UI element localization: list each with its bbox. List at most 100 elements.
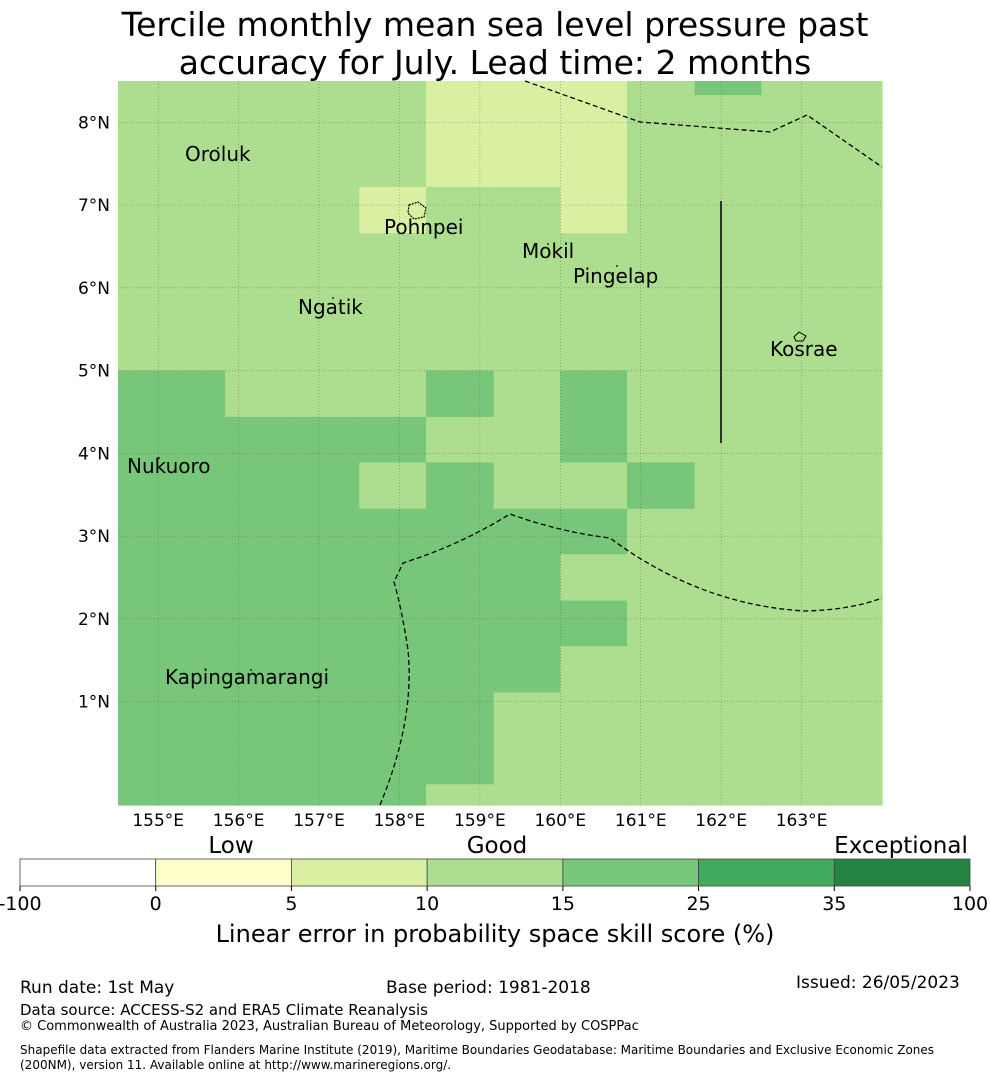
grid-cell (694, 600, 762, 647)
colorbar-segment (155, 858, 292, 887)
grid-cell (560, 95, 628, 147)
grid-cell (224, 278, 294, 326)
issued-date: Issued: 26/05/2023 (796, 973, 960, 993)
title-line-2: accuracy for July. Lead time: 2 months (178, 43, 812, 82)
grid-cell (828, 186, 883, 234)
grid-cell (292, 278, 360, 326)
colorbar-segment (426, 858, 564, 887)
place-label: Ngatik (298, 295, 363, 319)
grid-cell (224, 416, 294, 464)
grid-cell (292, 95, 360, 147)
grid-cell (359, 692, 427, 740)
base-period: Base period: 1981-2018 (386, 978, 591, 998)
grid-cell (627, 692, 696, 740)
lon-tick-label: 159°E (454, 811, 506, 831)
grid-cell (627, 416, 696, 464)
grid-cell (761, 370, 829, 418)
grid-cell (761, 278, 829, 326)
grid-cell (560, 738, 628, 785)
grid-cell (292, 186, 360, 234)
grid-cell (493, 646, 561, 694)
colorbar-segment (291, 858, 428, 887)
grid-cell (694, 370, 762, 418)
grid-cell (359, 738, 427, 785)
grid-cell (694, 325, 762, 372)
grid-cell (493, 784, 561, 806)
grid-cell (761, 508, 829, 555)
grid-cell (359, 600, 427, 647)
grid-cell (292, 370, 360, 418)
grid-cell (224, 600, 294, 647)
place-label: Kapingamarangi (165, 665, 329, 689)
lat-tick-label: 4°N (78, 444, 110, 464)
lat-tick-label: 5°N (78, 362, 110, 382)
grid-cell (426, 186, 495, 234)
grid-cell (828, 784, 883, 806)
grid-cell (627, 145, 696, 188)
grid-cell (426, 462, 495, 510)
grid-cell (694, 186, 762, 234)
grid-cell (761, 646, 829, 694)
island-dot (250, 669, 252, 671)
grid-cell (828, 145, 883, 188)
grid-cell (828, 462, 883, 510)
lon-tick-label: 162°E (695, 811, 747, 831)
grid-cell (493, 508, 561, 555)
grid-cell (493, 95, 561, 147)
grid-cell (828, 508, 883, 555)
grid-cell (224, 784, 294, 806)
grid-cell (224, 233, 294, 280)
grid-cell (828, 81, 883, 96)
grid-cell (224, 554, 294, 602)
grid-cell (292, 416, 360, 464)
grid-cell (828, 370, 883, 418)
grid-cell (292, 738, 360, 785)
grid-cell (560, 145, 628, 188)
grid-cell (560, 325, 628, 372)
grid-cell (627, 600, 696, 647)
colorbar-segment (698, 858, 835, 887)
grid-cell (761, 145, 829, 188)
colorbar-tick-label: 10 (415, 893, 439, 915)
grid-cell (292, 646, 360, 694)
grid-cell (694, 738, 762, 785)
grid-cell (761, 554, 829, 602)
grid-cell (359, 554, 427, 602)
grid-cell (694, 81, 762, 96)
grid-cell (627, 233, 696, 280)
grid-cell (426, 145, 495, 188)
grid-cell (426, 95, 495, 147)
colorbar-tick-label: 35 (822, 893, 846, 915)
grid-cell (118, 370, 226, 418)
grid-cell (359, 278, 427, 326)
grid-cell (292, 554, 360, 602)
island-dot (616, 265, 618, 267)
grid-cell (292, 145, 360, 188)
grid-cell (560, 81, 628, 96)
colorbar-segment (833, 858, 971, 887)
grid-cell (426, 325, 495, 372)
grid-cell (359, 370, 427, 418)
grid-cell (426, 508, 495, 555)
grid-cell (493, 186, 561, 234)
grid-cell (359, 646, 427, 694)
grid-cell (292, 692, 360, 740)
grid-cell (359, 462, 427, 510)
grid-cell (560, 692, 628, 740)
grid-cell (560, 416, 628, 464)
grid-cell (761, 233, 829, 280)
place-label: Pohnpei (384, 215, 464, 239)
grid-cell (292, 462, 360, 510)
grid-cell (493, 370, 561, 418)
island-dot (217, 147, 219, 149)
grid-cell (694, 784, 762, 806)
grid-cell (694, 692, 762, 740)
grid-cell (627, 81, 696, 96)
lon-tick-label: 157°E (293, 811, 345, 831)
grid-cell (118, 145, 226, 188)
lon-tick-label: 161°E (615, 811, 667, 831)
grid-cell (359, 95, 427, 147)
grid-cell (560, 508, 628, 555)
grid-cell (493, 233, 561, 280)
grid-cell (359, 416, 427, 464)
